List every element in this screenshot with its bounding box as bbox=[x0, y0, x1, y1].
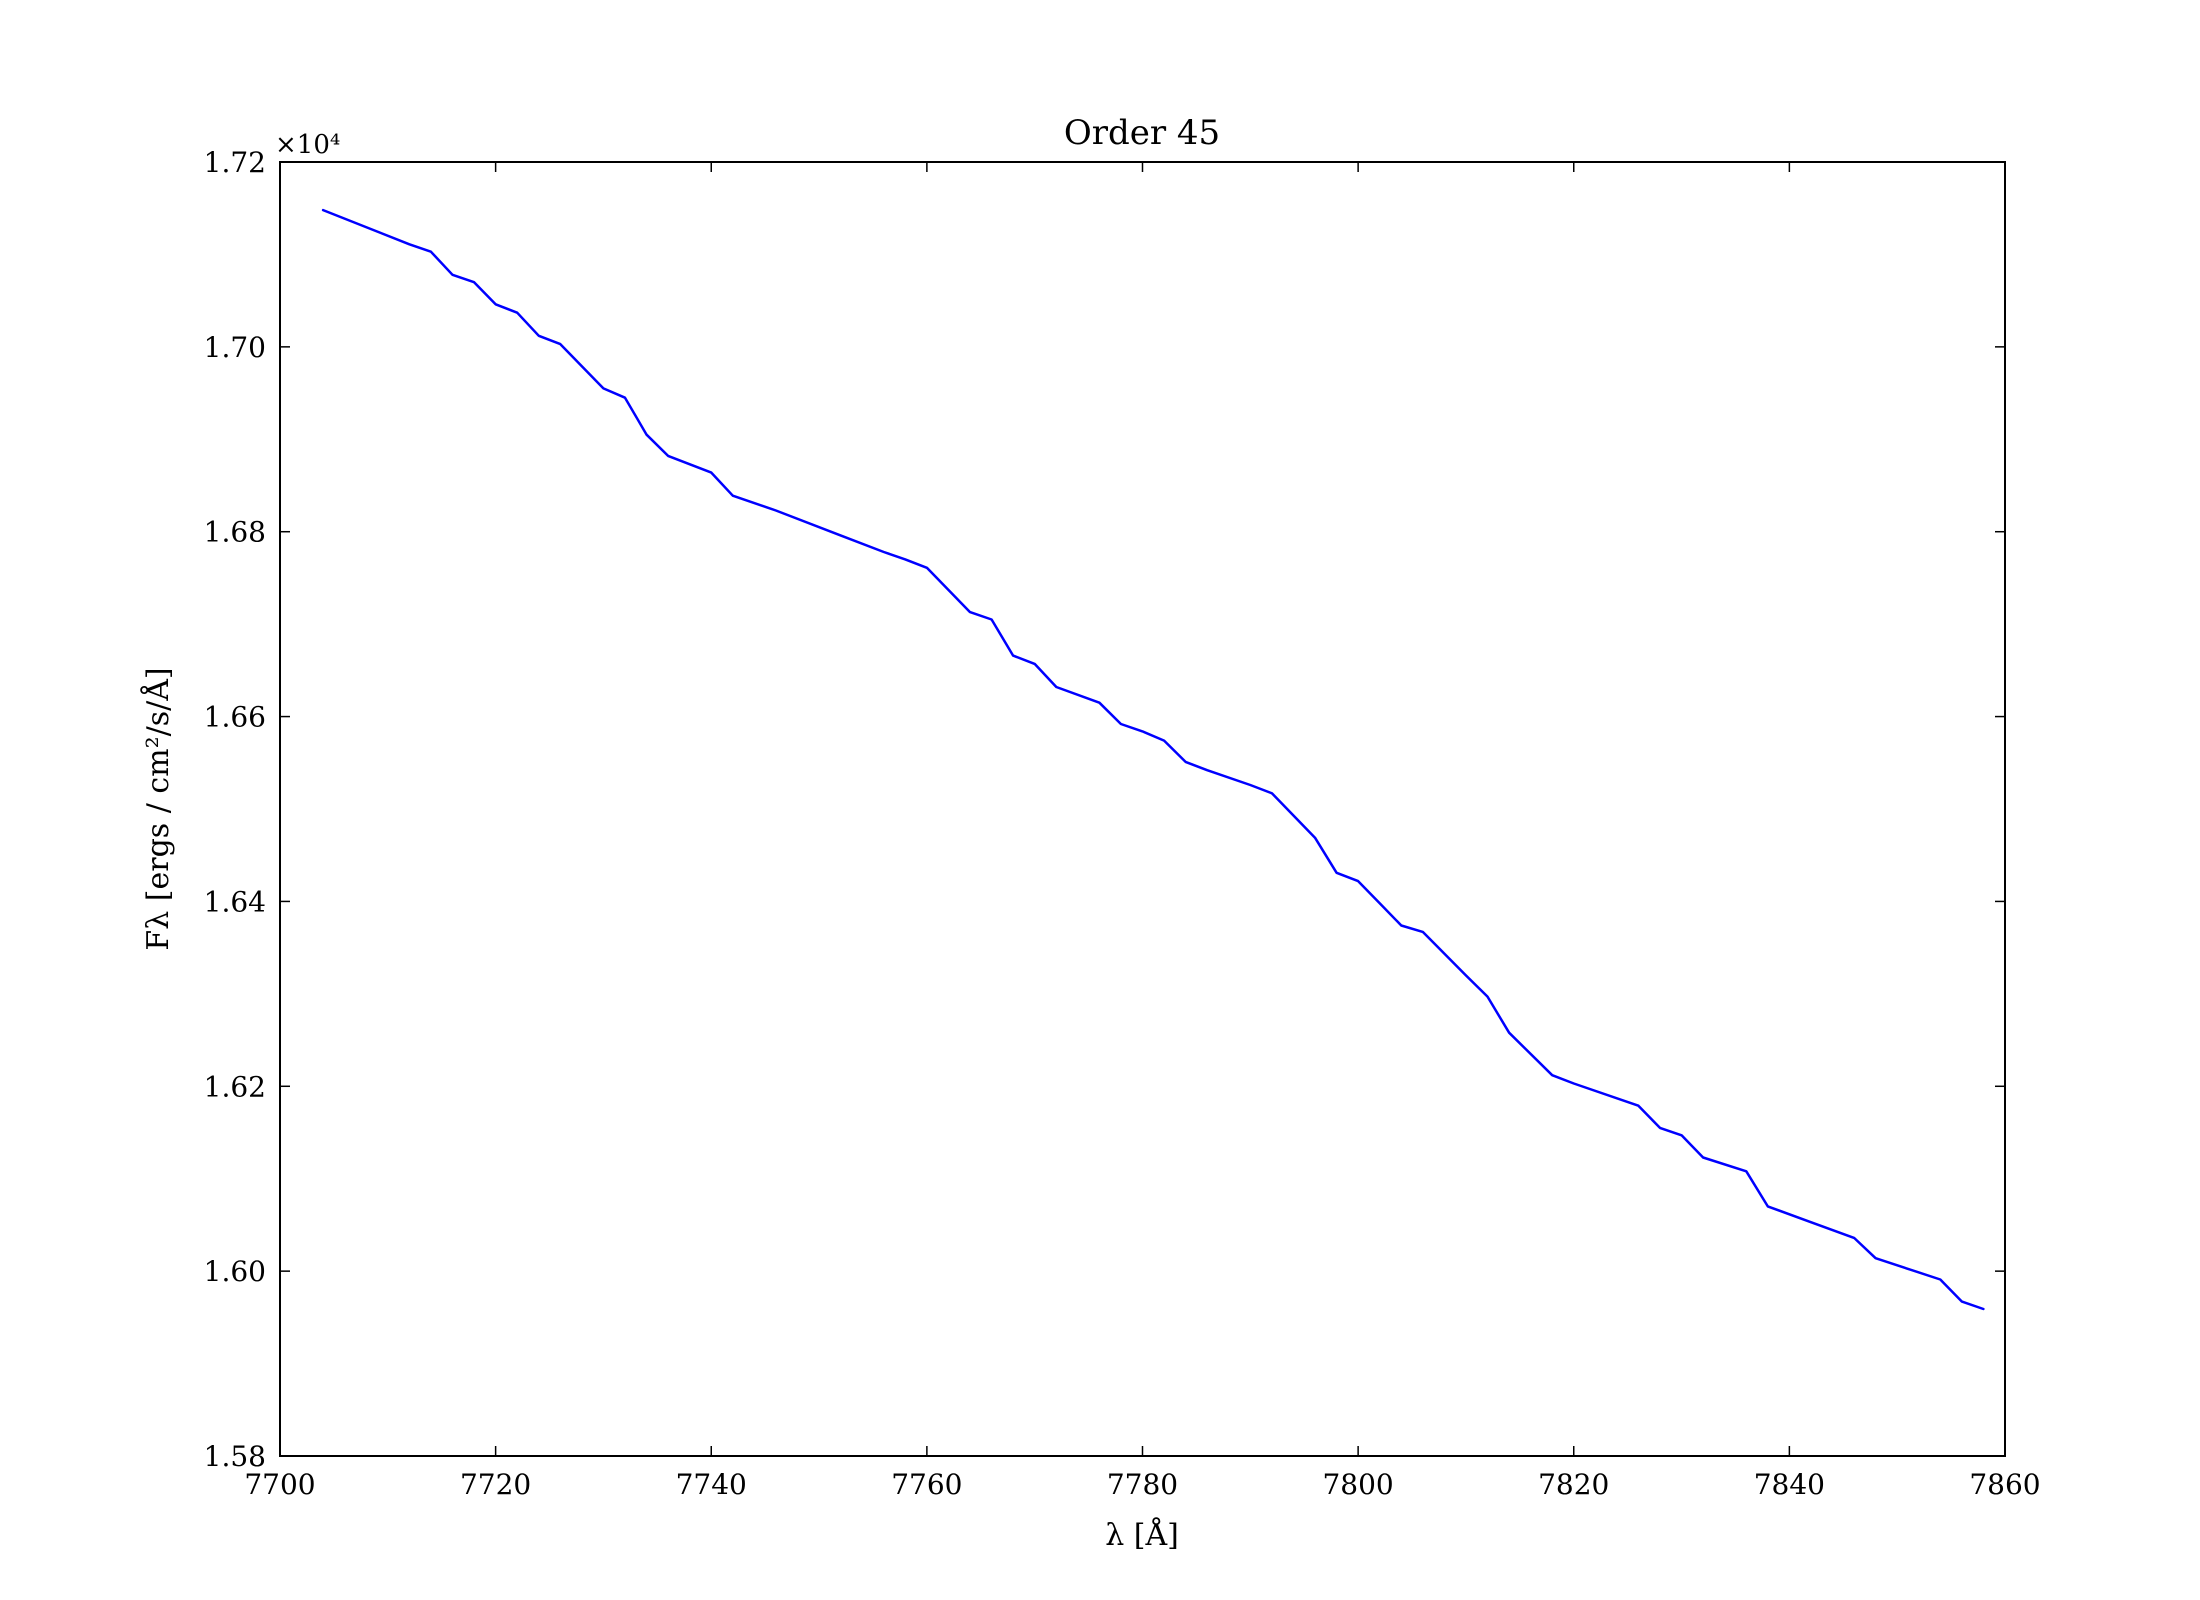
x-tick-label: 7780 bbox=[1107, 1468, 1178, 1501]
x-tick-label: 7860 bbox=[1969, 1468, 2040, 1501]
x-axis-label: λ [Å] bbox=[1105, 1517, 1179, 1553]
x-tick-label: 7820 bbox=[1538, 1468, 1609, 1501]
y-tick-label: 1.58 bbox=[204, 1440, 266, 1473]
y-tick-label: 1.60 bbox=[204, 1255, 266, 1288]
x-tick-label: 7760 bbox=[891, 1468, 962, 1501]
y-tick-label: 1.72 bbox=[204, 146, 266, 179]
x-tick-label: 7740 bbox=[676, 1468, 747, 1501]
y-tick-label: 1.70 bbox=[204, 331, 266, 364]
y-tick-label: 1.62 bbox=[204, 1070, 266, 1103]
chart-title: Order 45 bbox=[1064, 113, 1220, 153]
x-tick-label: 7700 bbox=[244, 1468, 315, 1501]
x-tick-label: 7720 bbox=[460, 1468, 531, 1501]
y-axis-label: Fλ [ergs / cm²/s/Å] bbox=[140, 667, 176, 950]
x-tick-label: 7800 bbox=[1322, 1468, 1393, 1501]
y-tick-label: 1.64 bbox=[204, 885, 266, 918]
x-axis-ticks: 7700 7720 7740 7760 7780 7800 7820 7840 7860 bbox=[244, 162, 2041, 1501]
y-offset-label: ×10⁴ bbox=[275, 130, 340, 160]
series-line bbox=[321, 208, 1985, 1311]
y-tick-label: 1.68 bbox=[204, 516, 266, 549]
x-tick-label: 7840 bbox=[1754, 1468, 1825, 1501]
plot-frame bbox=[279, 161, 2006, 1457]
y-axis-ticks: 1.58 1.60 1.62 1.64 1.66 1.68 1.70 1.72 bbox=[204, 146, 2005, 1473]
y-tick-label: 1.66 bbox=[204, 701, 266, 734]
